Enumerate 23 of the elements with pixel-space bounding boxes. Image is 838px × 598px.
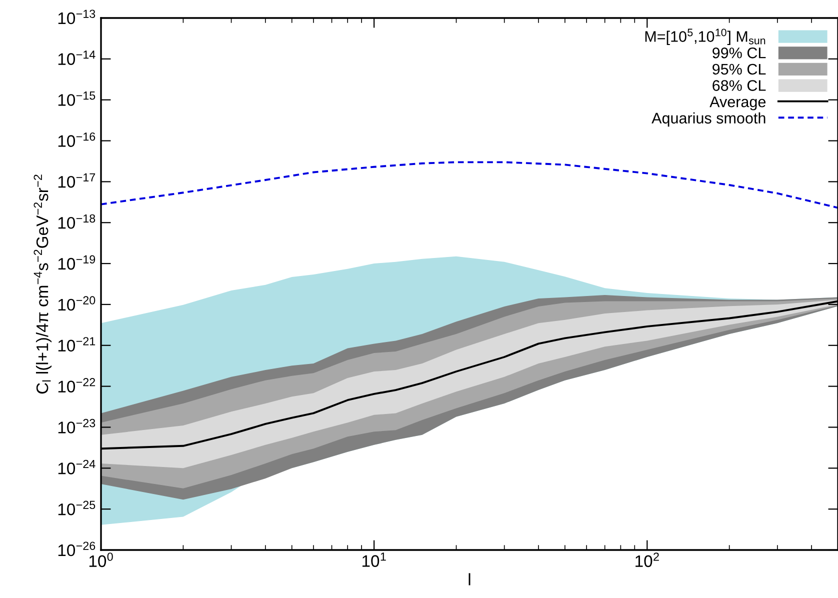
legend-label: Aquarius smooth <box>652 112 766 127</box>
x-tick-label: 10$^{2}$ <box>636 552 659 568</box>
y-tick-label: 10$^{−14}$ <box>58 50 96 65</box>
legend-label: 68% CL <box>712 80 766 91</box>
y-tick-label: 10$^{−25}$ <box>58 500 96 516</box>
text: C$_{l}$ l(l+1)/4π cm$^{−4}$s$^{−2}$GeV$^{−2}$sr$^{−2}$ <box>34 174 52 394</box>
y-tick-label: 10$^{−20}$ <box>58 296 96 311</box>
y-tick-label: 10$^{−21}$ <box>58 337 96 352</box>
y-tick-label: 10$^{−23}$ <box>58 418 96 434</box>
y-tick-label: 10$^{−16}$ <box>58 132 96 147</box>
x-axis-title: l <box>468 573 470 586</box>
legend-label: 95% CL <box>712 64 766 75</box>
legend-label: Average <box>710 96 766 110</box>
legend-label: 99% CL <box>712 48 766 58</box>
y-tick-label: 10$^{−19}$ <box>58 255 96 270</box>
x-tick-label: 10$^{1}$ <box>362 552 386 567</box>
y-tick-label: 10$^{−13}$ <box>58 10 96 24</box>
y-tick-label: 10$^{−24}$ <box>58 460 96 474</box>
y-tick-label: 10$^{−15}$ <box>58 92 96 106</box>
y-tick-label: 10$^{−18}$ <box>58 214 96 229</box>
legend-label: M=[10$^{5}$,10$^{10}$] M$_{sun}$ <box>645 28 766 45</box>
y-tick-label: 10$^{−22}$ <box>58 378 96 392</box>
y-tick-label: 10$^{−17}$ <box>58 173 96 188</box>
